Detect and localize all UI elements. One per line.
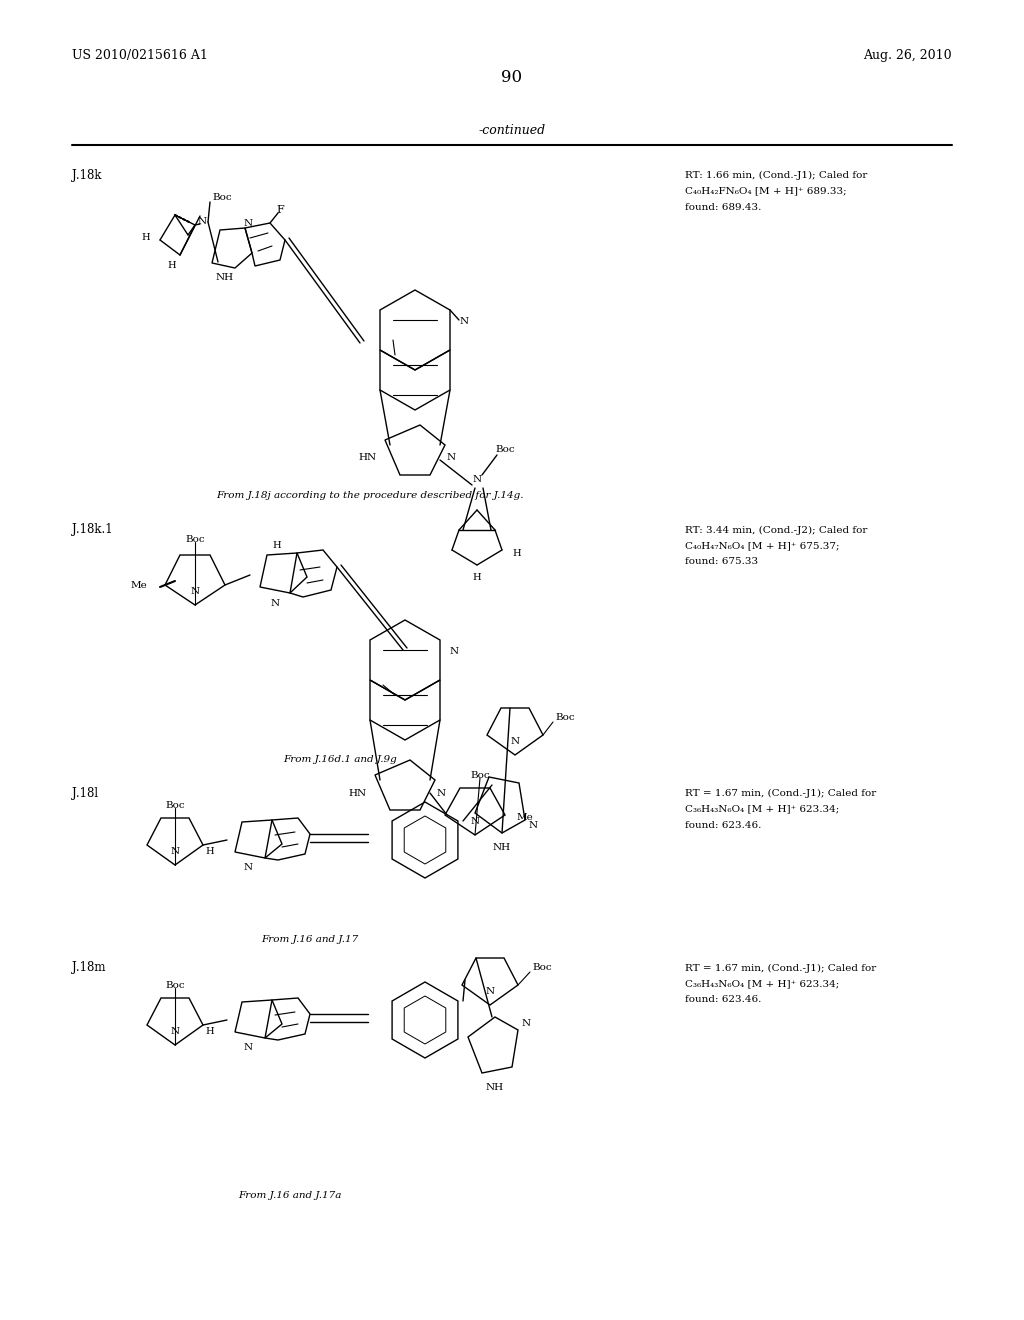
Text: RT = 1.67 min, (Cond.-J1); Caled for: RT = 1.67 min, (Cond.-J1); Caled for [685, 788, 877, 797]
Text: N: N [450, 648, 459, 656]
Text: found: 689.43.: found: 689.43. [685, 202, 762, 211]
Text: US 2010/0215616 A1: US 2010/0215616 A1 [72, 49, 208, 62]
Text: N: N [447, 454, 456, 462]
Text: HN: HN [358, 454, 377, 462]
Text: N: N [437, 788, 446, 797]
Text: H: H [141, 234, 150, 243]
Text: Boc: Boc [165, 800, 184, 809]
Text: J.18m: J.18m [72, 961, 105, 974]
Text: N: N [270, 598, 280, 607]
Text: C₄₀H₄₂FN₆O₄ [M + H]⁺ 689.33;: C₄₀H₄₂FN₆O₄ [M + H]⁺ 689.33; [685, 186, 847, 195]
Text: N: N [522, 1019, 531, 1027]
Text: N: N [244, 1044, 253, 1052]
Text: Me: Me [130, 581, 147, 590]
Text: RT = 1.67 min, (Cond.-J1); Caled for: RT = 1.67 min, (Cond.-J1); Caled for [685, 964, 877, 973]
Text: J.18l: J.18l [72, 787, 98, 800]
Text: Boc: Boc [165, 981, 184, 990]
Text: Boc: Boc [532, 964, 552, 973]
Text: found: 623.46.: found: 623.46. [685, 821, 762, 829]
Text: C₄₀H₄₇N₆O₄ [M + H]⁺ 675.37;: C₄₀H₄₇N₆O₄ [M + H]⁺ 675.37; [685, 541, 840, 550]
Text: H: H [272, 540, 282, 549]
Text: From J.18j according to the procedure described for J.14g.: From J.18j according to the procedure de… [216, 491, 523, 499]
Text: N: N [244, 219, 253, 227]
Text: From J.16 and J.17: From J.16 and J.17 [261, 936, 358, 945]
Text: 90: 90 [502, 70, 522, 87]
Text: H: H [206, 1027, 214, 1036]
Text: H: H [168, 260, 176, 269]
Text: Aug. 26, 2010: Aug. 26, 2010 [863, 49, 952, 62]
Text: Boc: Boc [212, 194, 231, 202]
Text: H: H [206, 847, 214, 857]
Text: Boc: Boc [555, 714, 574, 722]
Text: From J.16d.1 and J.9g: From J.16d.1 and J.9g [283, 755, 397, 764]
Text: found: 623.46.: found: 623.46. [685, 995, 762, 1005]
Text: C₃₆H₄₃N₆O₄ [M + H]⁺ 623.34;: C₃₆H₄₃N₆O₄ [M + H]⁺ 623.34; [685, 979, 840, 989]
Text: J.18k: J.18k [72, 169, 101, 181]
Text: H: H [512, 549, 520, 557]
Text: N: N [472, 475, 481, 484]
Text: found: 675.33: found: 675.33 [685, 557, 758, 566]
Text: N: N [170, 1027, 179, 1036]
Text: Boc: Boc [185, 536, 205, 544]
Text: C₃₆H₄₃N₆O₄ [M + H]⁺ 623.34;: C₃₆H₄₃N₆O₄ [M + H]⁺ 623.34; [685, 804, 840, 813]
Text: From J.16 and J.17a: From J.16 and J.17a [239, 1191, 342, 1200]
Text: N: N [460, 318, 469, 326]
Text: N: N [170, 847, 179, 857]
Text: RT: 1.66 min, (Cond.-J1); Caled for: RT: 1.66 min, (Cond.-J1); Caled for [685, 170, 867, 180]
Text: N: N [244, 863, 253, 873]
Text: HN: HN [349, 788, 367, 797]
Text: F: F [276, 205, 284, 215]
Text: N: N [485, 987, 495, 997]
Text: J.18k.1: J.18k.1 [72, 524, 113, 536]
Text: N: N [470, 817, 479, 826]
Text: Me: Me [517, 813, 534, 822]
Text: N: N [190, 587, 200, 597]
Text: N: N [198, 218, 207, 227]
Text: -continued: -continued [478, 124, 546, 136]
Text: N: N [529, 821, 539, 829]
Text: N: N [510, 738, 519, 747]
Text: NH: NH [216, 273, 234, 282]
Text: Boc: Boc [470, 771, 489, 780]
Text: NH: NH [486, 1082, 504, 1092]
Text: NH: NH [493, 842, 511, 851]
Text: H: H [473, 573, 481, 582]
Text: Boc: Boc [495, 446, 515, 454]
Text: RT: 3.44 min, (Cond.-J2); Caled for: RT: 3.44 min, (Cond.-J2); Caled for [685, 525, 867, 535]
